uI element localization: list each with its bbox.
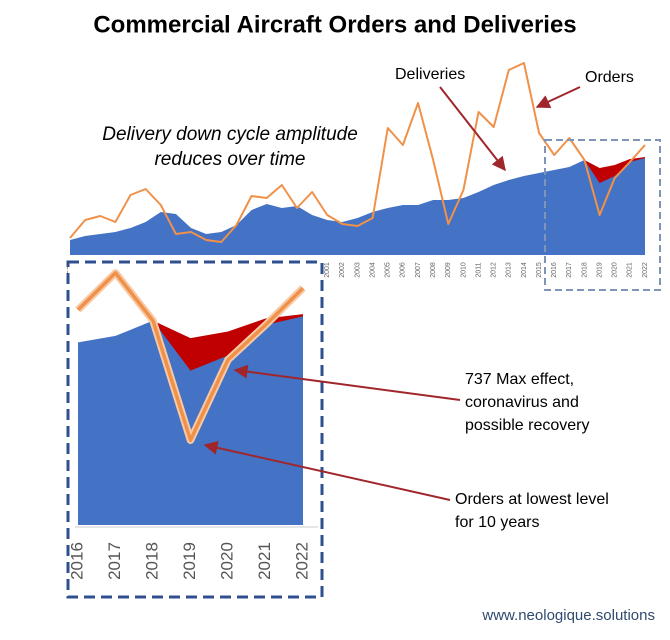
x-tick-label: 2014 [521, 262, 528, 278]
annotation: reduces over time [154, 149, 305, 170]
x-tick-label: 2013 [506, 262, 513, 278]
x-tick-label: 2011 [475, 262, 482, 277]
x-tick-label: 2004 [369, 262, 376, 278]
x-tick-label: 2017 [105, 542, 124, 580]
x-tick-label: 2020 [612, 262, 619, 278]
x-tick-label: 2021 [255, 542, 274, 580]
x-tick-label: 2008 [430, 262, 437, 278]
annotation: for 10 years [455, 514, 539, 531]
arrow [233, 364, 461, 401]
area [70, 158, 645, 255]
x-tick-label: 2020 [217, 542, 236, 580]
deliveries-label: Deliveries [395, 66, 465, 83]
x-tick-label: 2022 [642, 262, 649, 278]
x-tick-label: 2017 [566, 262, 573, 278]
x-tick-label: 2015 [536, 262, 543, 278]
x-tick-label: 2005 [385, 262, 392, 278]
x-tick-label: 2006 [400, 262, 407, 278]
x-tick-label: 2022 [292, 542, 311, 580]
x-tick-label: 2007 [415, 262, 422, 278]
annotation: possible recovery [465, 417, 590, 434]
annotation: Orders at lowest level [455, 491, 609, 508]
x-tick-label: 2018 [142, 542, 161, 580]
x-tick-label: 2016 [551, 262, 558, 278]
annotation: 737 Max effect, [465, 371, 574, 388]
x-tick-label: 2021 [627, 262, 634, 278]
zoom-box [544, 139, 661, 291]
x-tick-label: 2016 [67, 542, 86, 580]
line [76, 271, 305, 442]
orders-label: Orders [585, 69, 634, 86]
x-tick-label: 2009 [445, 262, 452, 278]
x-tick-label: 2018 [581, 262, 588, 278]
footer: www.neologique.solutions [481, 607, 655, 624]
arrow [203, 440, 451, 501]
arrow [535, 86, 581, 109]
x-tick-label: 2019 [180, 542, 199, 580]
x-tick-label: 2003 [354, 262, 361, 278]
x-tick-label: 2019 [596, 262, 603, 278]
chart-title: Commercial Aircraft Orders and Deliverie… [93, 11, 576, 38]
x-tick-label: 2001 [324, 262, 331, 278]
x-tick-label: 2002 [339, 262, 346, 278]
line [69, 62, 646, 243]
annotation: coronavirus and [465, 394, 579, 411]
x-tick-label: 2010 [460, 262, 467, 278]
x-tick-label: 2012 [491, 262, 498, 278]
arrow [439, 86, 506, 172]
annotation: Delivery down cycle amplitude [102, 124, 358, 145]
